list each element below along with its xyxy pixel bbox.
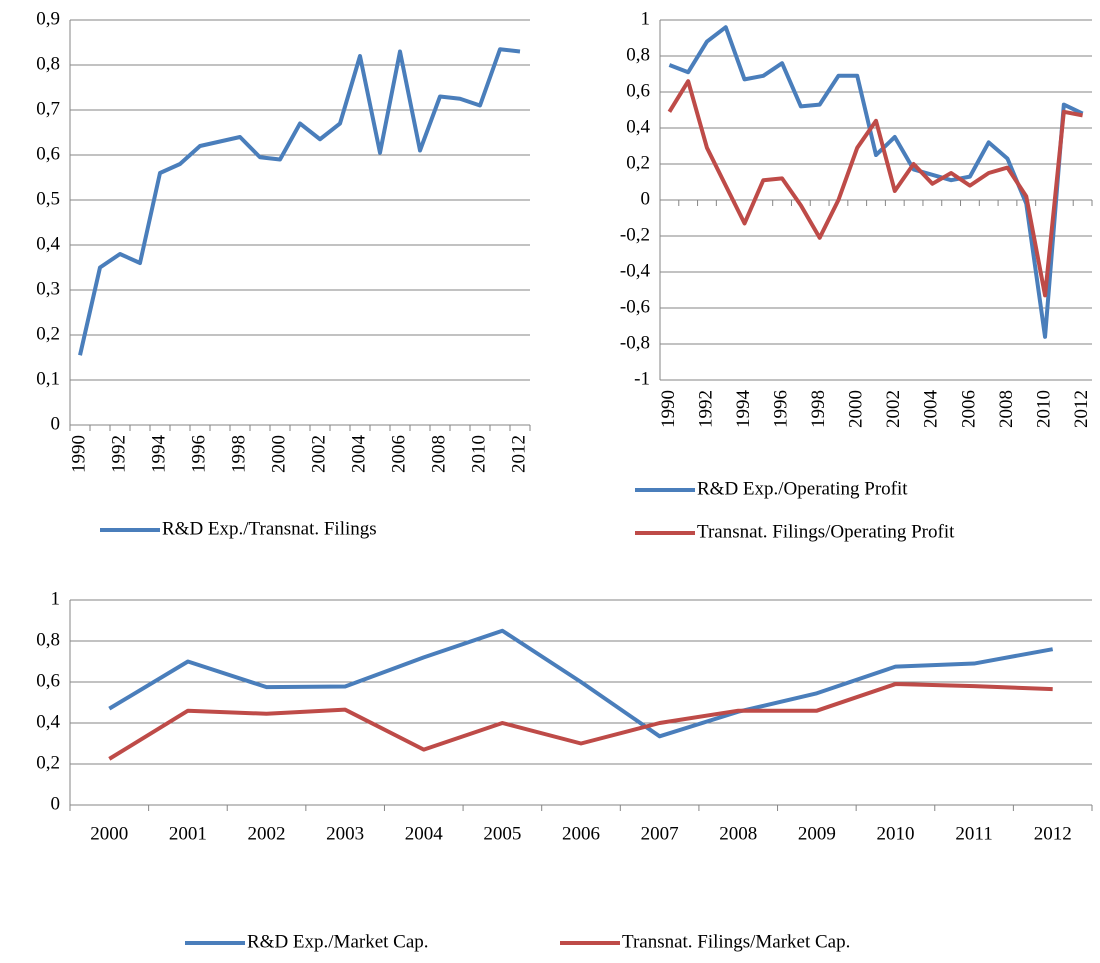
x-tick-label: 2010: [876, 823, 914, 844]
x-tick-label: 2002: [308, 435, 329, 473]
y-tick-label: 0,8: [36, 629, 60, 650]
x-tick-label: 1998: [228, 435, 249, 473]
x-tick-label: 2010: [1033, 390, 1054, 428]
data-line: [668, 25, 1084, 339]
y-tick-label: 1: [641, 8, 651, 29]
y-tick-label: 0,6: [36, 143, 60, 164]
data-line: [108, 628, 1054, 739]
data-line: [108, 682, 1053, 761]
legend-label: Transnat. Filings/Market Cap.: [622, 931, 850, 952]
y-tick-label: -1: [634, 368, 650, 389]
y-tick-label: 1: [51, 588, 61, 609]
y-tick-label: 0: [641, 188, 651, 209]
y-tick-label: 0,1: [36, 368, 60, 389]
x-tick-label: 2004: [348, 435, 369, 474]
legend-label: R&D Exp./Market Cap.: [247, 931, 429, 952]
x-tick-label: 2001: [169, 823, 207, 844]
x-tick-label: 1990: [658, 390, 679, 428]
y-tick-label: 0: [51, 793, 61, 814]
x-tick-label: 2009: [798, 823, 836, 844]
y-tick-label: 0,4: [626, 116, 650, 137]
legend-label: R&D Exp./Operating Profit: [697, 478, 908, 499]
x-tick-label: 2008: [428, 435, 449, 473]
legend-label: Transnat. Filings/Operating Profit: [697, 521, 955, 542]
x-tick-label: 2000: [846, 390, 867, 428]
x-tick-label: 2010: [468, 435, 489, 473]
y-tick-label: 0,6: [626, 80, 650, 101]
x-tick-label: 1994: [148, 435, 169, 474]
x-tick-label: 2007: [641, 823, 679, 844]
y-tick-label: 0,6: [36, 670, 60, 691]
y-tick-label: 0,4: [36, 233, 60, 254]
y-tick-label: -0,2: [620, 224, 650, 245]
x-tick-label: 2006: [388, 435, 409, 473]
data-line: [78, 47, 521, 356]
x-tick-label: 2008: [996, 390, 1017, 428]
x-tick-label: 1992: [695, 390, 716, 428]
y-tick-label: 0,4: [36, 711, 60, 732]
x-tick-label: 2012: [1071, 390, 1092, 428]
y-tick-label: 0,5: [36, 188, 60, 209]
y-tick-label: -0,6: [620, 296, 650, 317]
x-tick-label: 2003: [326, 823, 364, 844]
x-tick-label: 1994: [733, 390, 754, 429]
x-tick-label: 1992: [108, 435, 129, 473]
y-tick-label: 0,2: [36, 752, 60, 773]
y-tick-label: 0,7: [36, 98, 60, 119]
x-tick-label: 2000: [90, 823, 128, 844]
y-tick-label: 0,9: [36, 8, 60, 29]
x-tick-label: 2006: [562, 823, 600, 844]
y-tick-label: -0,4: [620, 260, 651, 281]
y-tick-label: 0,3: [36, 278, 60, 299]
y-tick-label: 0,8: [36, 53, 60, 74]
data-line: [667, 79, 1083, 298]
y-tick-label: 0: [51, 413, 61, 434]
x-tick-label: 2012: [508, 435, 529, 473]
legend-label: R&D Exp./Transnat. Filings: [162, 518, 377, 539]
x-tick-label: 2008: [719, 823, 757, 844]
x-tick-label: 2004: [921, 390, 942, 429]
x-tick-label: 2002: [248, 823, 286, 844]
x-tick-label: 1998: [808, 390, 829, 428]
x-tick-label: 2011: [955, 823, 992, 844]
x-tick-label: 1996: [770, 390, 791, 428]
x-tick-label: 2004: [405, 823, 444, 844]
x-tick-label: 2000: [268, 435, 289, 473]
x-tick-label: 2006: [958, 390, 979, 428]
y-tick-label: 0,2: [36, 323, 60, 344]
x-tick-label: 2002: [883, 390, 904, 428]
x-tick-label: 1990: [68, 435, 89, 473]
y-tick-label: -0,8: [620, 332, 650, 353]
x-tick-label: 2012: [1034, 823, 1072, 844]
x-tick-label: 1996: [188, 435, 209, 473]
y-tick-label: 0,2: [626, 152, 650, 173]
y-tick-label: 0,8: [626, 44, 650, 65]
x-tick-label: 2005: [483, 823, 521, 844]
